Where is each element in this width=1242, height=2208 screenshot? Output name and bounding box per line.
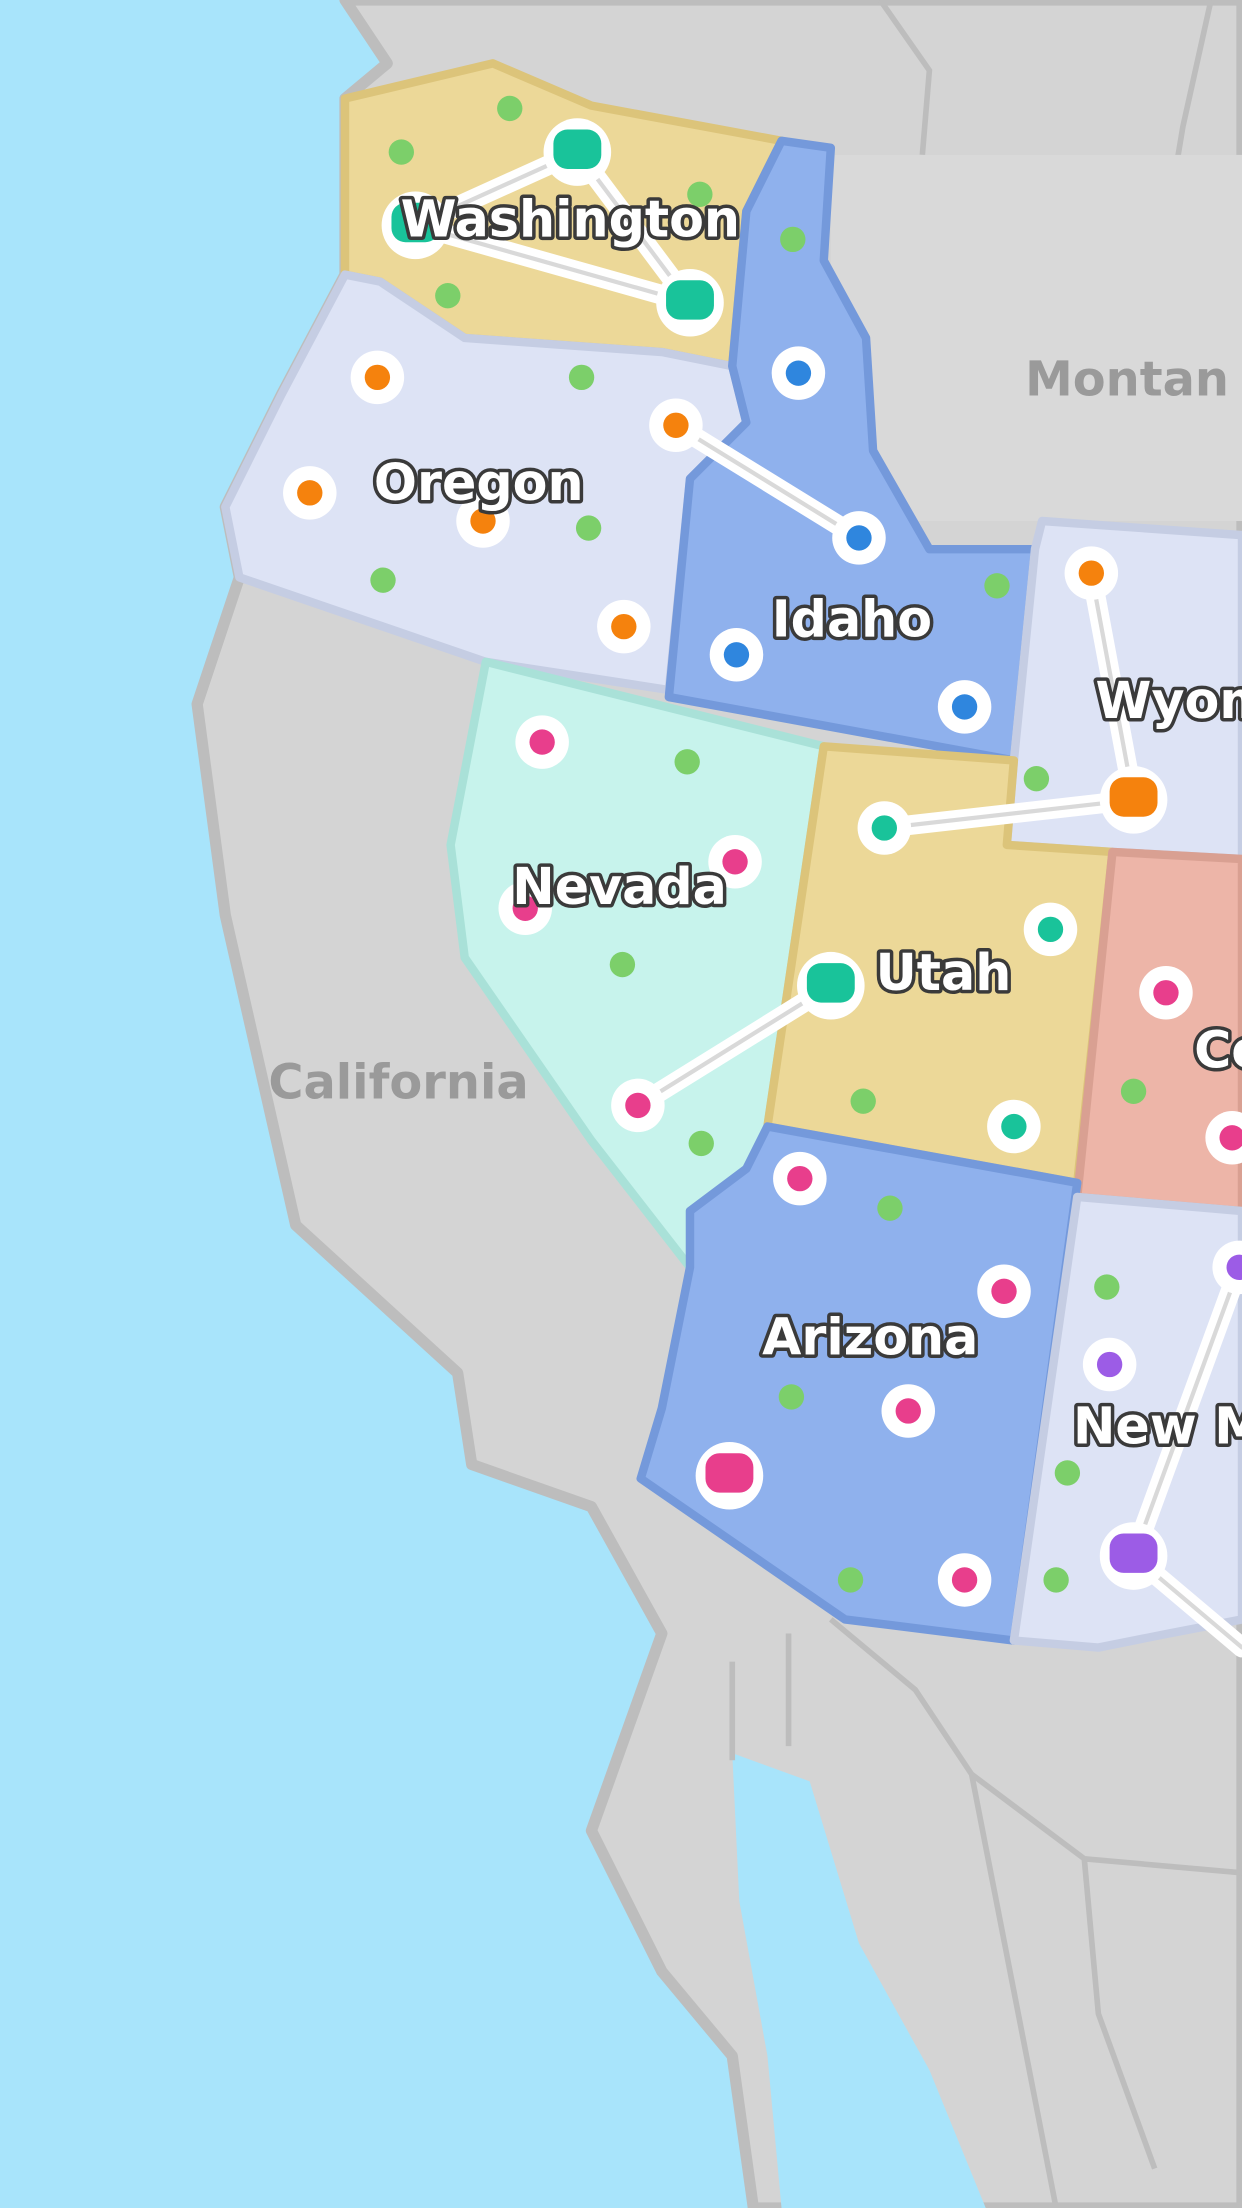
tree xyxy=(688,1130,714,1157)
state-label: Washington xyxy=(401,190,740,249)
state-label: Arizona xyxy=(762,1308,978,1367)
city-icon xyxy=(723,642,750,668)
tree xyxy=(1023,766,1050,792)
hub-icon xyxy=(1109,1533,1158,1573)
city-icon xyxy=(611,613,637,640)
tree xyxy=(1043,1567,1069,1593)
city-icon xyxy=(846,525,872,551)
route-inner xyxy=(409,149,696,307)
tree xyxy=(837,1567,864,1593)
state-label: Idaho xyxy=(772,589,932,648)
state-label: Montan xyxy=(1025,353,1229,408)
city-icon xyxy=(1096,1351,1123,1378)
city-icon xyxy=(1153,980,1179,1006)
city-icon xyxy=(1219,1125,1242,1151)
hub-icon xyxy=(553,129,602,169)
route-inner xyxy=(673,423,862,541)
tree xyxy=(575,515,602,541)
city-icon xyxy=(895,1398,921,1424)
tree xyxy=(435,283,461,309)
tree xyxy=(778,1384,805,1410)
region-lines xyxy=(729,0,1242,2208)
city-icon xyxy=(991,1278,1017,1304)
tree xyxy=(370,567,396,593)
city-icon xyxy=(512,895,538,921)
city-icon xyxy=(529,729,555,755)
city-icon xyxy=(787,1165,813,1192)
city-icon xyxy=(663,412,689,438)
city-icon xyxy=(1001,1113,1027,1140)
tree xyxy=(984,573,1010,599)
city-icon xyxy=(625,1092,651,1119)
state-label: Utah xyxy=(876,943,1012,1002)
city-icon xyxy=(297,480,323,506)
hub-icon xyxy=(1109,777,1158,817)
city-icon xyxy=(951,1567,978,1593)
tree xyxy=(568,364,595,391)
tree xyxy=(877,1195,903,1221)
city-icon xyxy=(1078,560,1104,586)
state-label: New M xyxy=(1073,1396,1242,1455)
tree xyxy=(1094,1274,1120,1300)
trees xyxy=(370,95,1147,1593)
tree xyxy=(609,951,636,978)
state-label: Co xyxy=(1194,1020,1242,1079)
new-mexico xyxy=(1009,1192,1242,1652)
tree xyxy=(1120,1078,1147,1104)
hub-icon xyxy=(666,280,714,320)
city-icon xyxy=(470,508,496,534)
city-icon xyxy=(1037,916,1064,943)
hub-icon xyxy=(806,963,855,1003)
tree xyxy=(388,139,414,165)
city-icon xyxy=(1226,1254,1242,1281)
tree xyxy=(850,1088,876,1114)
tree xyxy=(674,749,700,775)
state-label: Nevada xyxy=(512,857,727,916)
tree xyxy=(1054,1460,1081,1486)
city-icon xyxy=(364,364,391,391)
tree xyxy=(687,181,713,207)
state-label: Oregon xyxy=(374,453,584,512)
city-icon xyxy=(871,815,897,841)
gulf xyxy=(732,1753,986,2208)
city-icon xyxy=(785,360,812,386)
hub-icon xyxy=(391,202,440,243)
state-label: California xyxy=(268,1055,528,1110)
city-icon xyxy=(722,849,748,875)
colorado xyxy=(1073,847,1242,1216)
route-inner xyxy=(635,983,833,1108)
tree xyxy=(497,95,523,122)
tree xyxy=(780,226,806,253)
hub-icon xyxy=(705,1453,754,1493)
state-label: Wyom xyxy=(1096,671,1242,730)
city-icon xyxy=(951,694,978,720)
montana xyxy=(830,154,1242,522)
cities xyxy=(283,118,1242,1607)
